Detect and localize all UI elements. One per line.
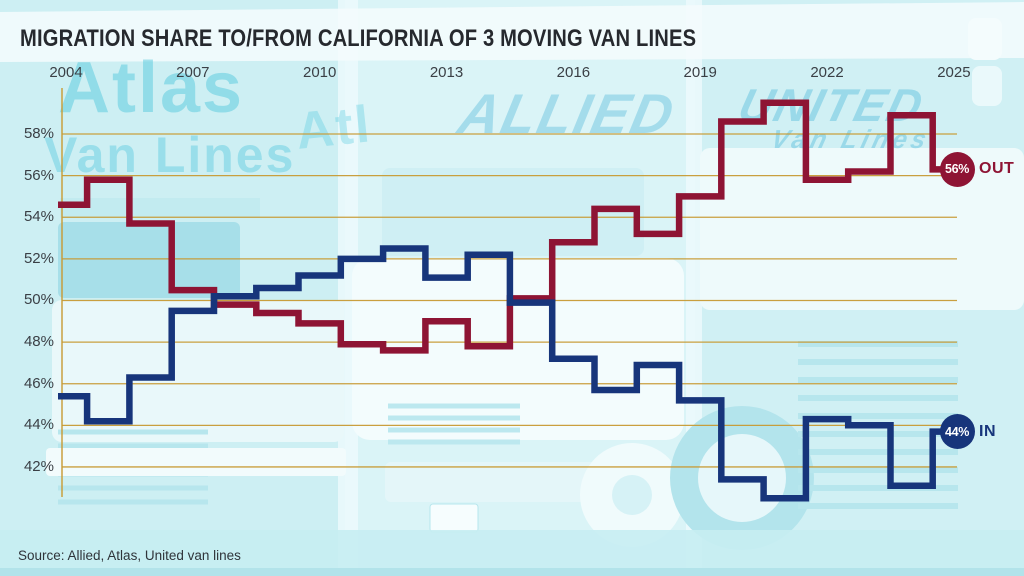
in-line — [58, 245, 941, 502]
out-badge-value: 56% — [944, 162, 970, 177]
x-axis-tick-label: 2013 — [429, 64, 464, 81]
truck-grille — [798, 341, 958, 509]
truck-windshield — [382, 168, 644, 256]
background-watermark-atlas: Atlas — [58, 48, 245, 128]
source-note: Source: Allied, Atlas, United van lines — [18, 548, 241, 563]
y-axis-tick-label: 52% — [23, 249, 54, 267]
truck-roof — [60, 198, 260, 218]
y-axis-tick-label: 50% — [23, 291, 54, 309]
out-series-end-badge: 56% — [939, 151, 975, 187]
truck-hood — [352, 258, 684, 440]
truck-windshield — [58, 222, 240, 298]
in-series-label: IN — [979, 422, 996, 440]
truck-mirror — [972, 66, 1002, 106]
chart-title: MIGRATION SHARE TO/FROM CALIFORNIA OF 3 … — [20, 25, 697, 52]
out-series-label: OUT — [979, 160, 1015, 178]
y-axis-tick-label: 44% — [23, 416, 54, 434]
y-axis-tick-label: 54% — [23, 208, 54, 226]
x-axis-tick-label: 2022 — [810, 64, 844, 81]
x-axis-tick-label: 2025 — [937, 64, 971, 81]
in-badge-value: 44% — [944, 424, 970, 439]
truck-cab — [52, 300, 344, 442]
title-band — [0, 2, 1024, 62]
x-axis-tick-label: 2016 — [556, 64, 591, 81]
truck-cab — [700, 148, 1024, 310]
truck-mirror — [968, 18, 1002, 60]
y-axis-tick-label: 42% — [23, 457, 54, 475]
y-axis-tick-label: 46% — [23, 374, 54, 392]
x-axis-tick-label: 2007 — [176, 64, 210, 81]
y-axis-tick-label: 48% — [23, 333, 54, 351]
out-line — [58, 99, 941, 354]
truck-bumper — [46, 448, 346, 476]
x-axis-tick-label: 2019 — [683, 64, 717, 81]
ground-edge — [0, 568, 1024, 576]
in-series-end-badge: 44% — [939, 414, 975, 450]
truck-grille — [388, 403, 520, 445]
x-axis-tick-label: 2004 — [49, 64, 83, 81]
x-axis-tick-label: 2010 — [302, 64, 337, 81]
y-axis-tick-label: 56% — [23, 166, 54, 184]
truck-bumper — [385, 462, 645, 502]
truck-hub — [612, 475, 652, 515]
y-axis-tick-label: 58% — [23, 125, 54, 142]
background-watermark-atlas-vanlines: Van Lines — [44, 127, 296, 183]
